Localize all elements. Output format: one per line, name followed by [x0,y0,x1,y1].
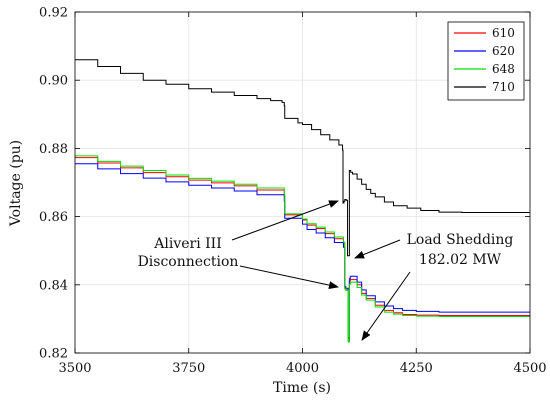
y-tick-label: 0.92 [39,6,68,21]
series-line-648 [75,155,530,343]
legend-label-710: 710 [492,80,515,94]
legend-label-648: 648 [492,62,515,76]
series-group [75,59,530,343]
x-axis-label: Time (s) [273,380,331,396]
axis-ticks [74,11,531,354]
legend-label-620: 620 [492,44,515,58]
x-tick-label: 3500 [58,361,91,376]
x-tick-label: 3750 [172,361,205,376]
annotation-aliveri-arrow-lower [239,265,339,290]
series-line-710 [75,59,530,257]
y-tick-label: 0.86 [39,210,68,225]
annotation-load-shedding-line-2: 182.02 MW [419,252,502,268]
annotation-aliveri-line-2: Disconnection [138,254,239,270]
annotation-load-shedding-line-1: Load Shedding [407,232,514,248]
x-tick-label: 4250 [400,361,433,376]
y-tick-label: 0.84 [39,278,68,293]
y-tick-label: 0.82 [39,347,68,362]
annotation-load-shedding: Load Shedding 182.02 MW [354,232,514,341]
y-tick-label: 0.90 [39,74,68,89]
legend: 610 620 648 710 [447,21,525,101]
annotation-aliveri-line-1: Aliveri III [153,236,221,252]
x-tick-label: 4500 [513,361,546,376]
y-axis-label: Voltage (pu) [8,140,24,227]
legend-label-610: 610 [492,26,515,40]
annotation-aliveri-arrow-upper [231,200,339,241]
x-tick-label: 4000 [286,361,319,376]
tick-labels: 3500 3750 4000 4250 4500 0.82 0.84 0.86 0.88 0.90… [39,6,547,377]
annotation-aliveri: Aliveri III Disconnection [138,200,339,290]
annotation-load-shedding-arrow-lower [361,271,411,341]
y-tick-label: 0.88 [39,142,68,157]
annotation-load-shedding-arrow-upper [354,239,401,259]
